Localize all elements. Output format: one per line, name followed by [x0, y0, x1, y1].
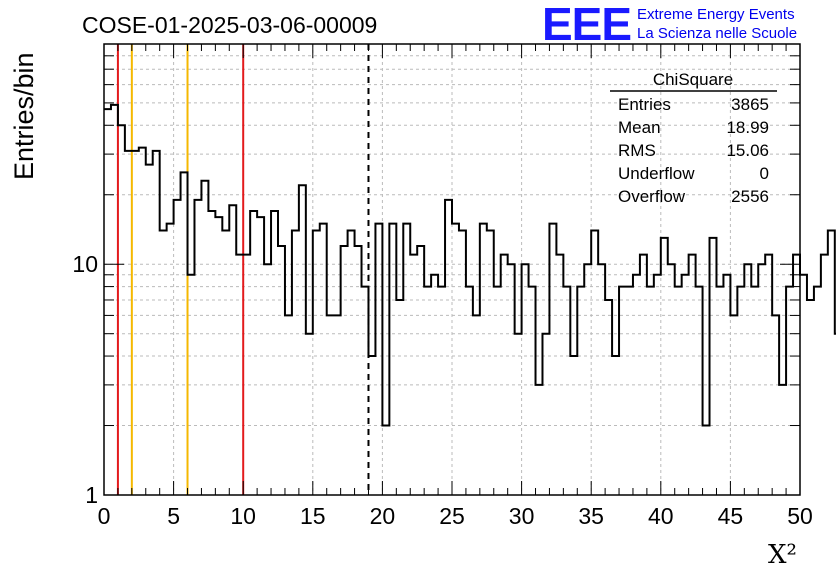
stats-value-rms: 15.06: [726, 141, 769, 160]
stats-value-underflow: 0: [760, 164, 769, 183]
org-name-line1: Extreme Energy Events: [637, 6, 795, 23]
eee-logo: EEE: [542, 0, 631, 50]
x-tick-label: 30: [509, 503, 535, 529]
org-name-line2: La Scienza nelle Scuole: [637, 25, 797, 42]
axis-ticks: [103, 43, 801, 496]
stats-label-entries: Entries: [618, 95, 671, 114]
x-tick-label: 25: [439, 503, 465, 529]
x-tick-label: 40: [648, 503, 674, 529]
y-tick-label: 1: [85, 482, 98, 508]
y-tick-labels: 1 10: [72, 251, 98, 508]
x-tick-labels: 0 5 10 15 20 25 30 35 40 45 50: [98, 503, 813, 529]
x-tick-label: 45: [718, 503, 744, 529]
x-tick-label: 15: [300, 503, 326, 529]
x-tick-label: 35: [578, 503, 604, 529]
stats-value-mean: 18.99: [726, 118, 769, 137]
stats-label-underflow: Underflow: [618, 164, 695, 183]
reference-lines: [116, 44, 370, 495]
x-tick-label: 50: [787, 503, 813, 529]
chart-title: COSE-01-2025-03-06-00009: [82, 12, 377, 38]
stats-label-rms: RMS: [618, 141, 656, 160]
histogram-line: [104, 103, 836, 427]
y-tick-label: 10: [72, 251, 98, 277]
stats-value-entries: 3865: [731, 95, 769, 114]
x-tick-label: 0: [98, 503, 111, 529]
stats-box-title: ChiSquare: [653, 70, 733, 89]
y-axis-label: Entries/bin: [9, 52, 39, 180]
x-tick-label: 5: [167, 503, 180, 529]
stats-value-overflow: 2556: [731, 187, 769, 206]
stats-box: ChiSquare Entries 3865 Mean 18.99 RMS 15…: [610, 70, 777, 206]
x-tick-label: 10: [230, 503, 256, 529]
x-tick-label: 20: [370, 503, 396, 529]
stats-label-overflow: Overflow: [618, 187, 686, 206]
x-axis-label: X²: [768, 540, 797, 570]
stats-label-mean: Mean: [618, 118, 661, 137]
